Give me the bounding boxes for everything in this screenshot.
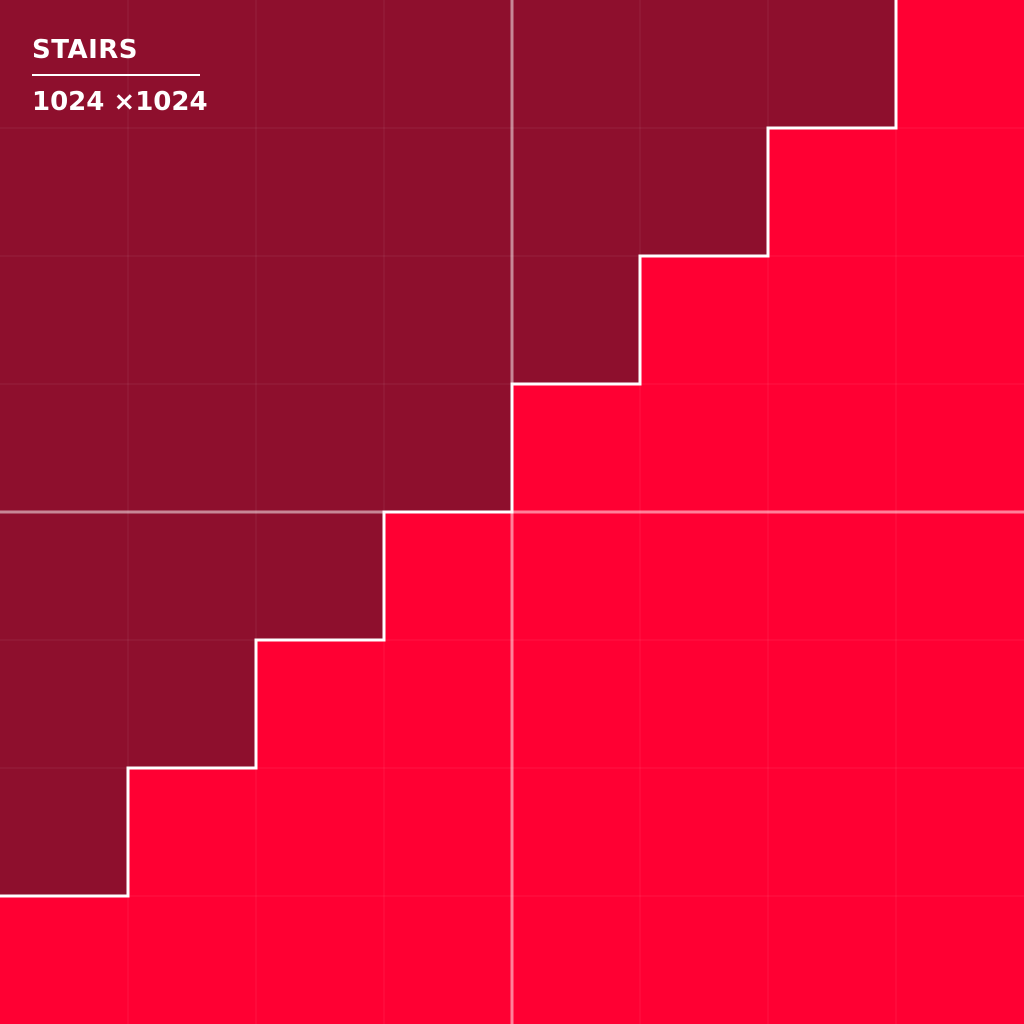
label-block: STAIRS 1024 ×1024	[32, 34, 208, 118]
stair-outline	[0, 0, 898, 898]
dark-stair-region	[0, 0, 896, 896]
title-text: STAIRS	[32, 35, 138, 65]
dimensions-text: 1024 ×1024	[32, 87, 208, 117]
title-divider	[32, 74, 200, 76]
